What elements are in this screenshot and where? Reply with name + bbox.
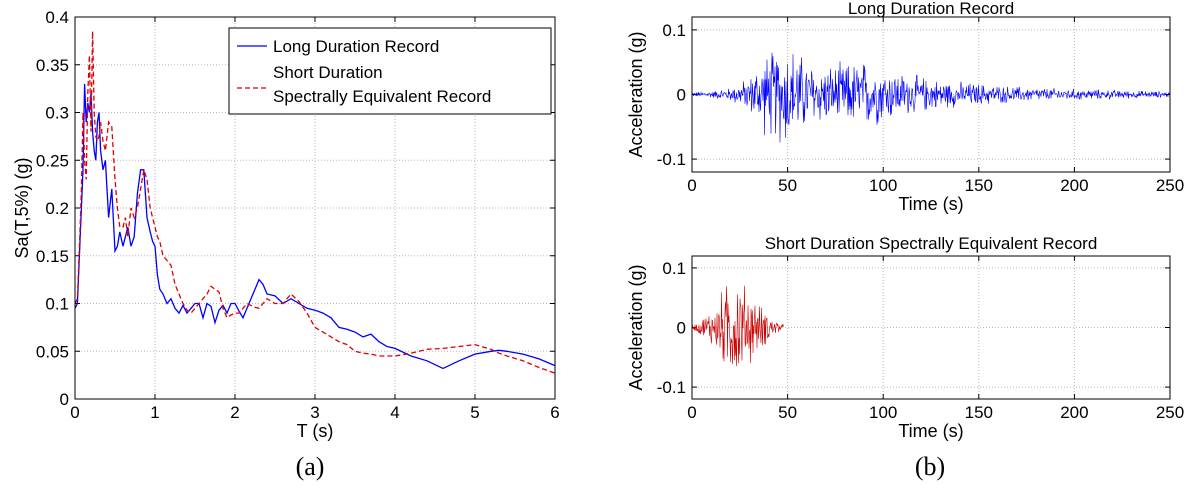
y-tick-label: 0 (677, 319, 686, 338)
axes-frame-b1 (691, 16, 1171, 173)
x-tick-label: 6 (550, 403, 559, 422)
panel-label: (a) (296, 452, 325, 481)
x-tick-label: 3 (310, 403, 319, 422)
chart-title: Short Duration Spectrally Equivalent Rec… (765, 234, 1098, 253)
x-tick-label: 200 (1060, 403, 1088, 422)
y-tick-label: 0.3 (45, 104, 69, 123)
x-tick-label: 100 (869, 176, 897, 195)
y-axis-label: Acceleration (g) (626, 264, 646, 390)
axes-frame-b2 (691, 255, 1171, 400)
plot-area-b2 (692, 256, 1170, 399)
acceleration-trace (691, 285, 784, 367)
acceleration-trace (691, 52, 1170, 143)
x-tick-label: 150 (965, 176, 993, 195)
y-tick-label: 0.1 (662, 259, 686, 278)
x-tick-label: 5 (470, 403, 479, 422)
y-tick-label: 0.05 (36, 342, 69, 361)
x-tick-label: 250 (1156, 403, 1184, 422)
y-tick-label: 0.15 (36, 247, 69, 266)
y-tick-label: 0.25 (36, 151, 69, 170)
x-axis-label: Time (s) (898, 194, 963, 214)
legend-box (228, 27, 552, 115)
chart-title: Long Duration Record (848, 0, 1014, 18)
x-tick-label: 2 (230, 403, 239, 422)
y-tick-label: 0.35 (36, 56, 69, 75)
x-axis-label: T (s) (297, 421, 334, 441)
x-tick-label: 4 (390, 403, 399, 422)
panel-label: (b) (915, 452, 945, 481)
x-axis-label: Time (s) (898, 421, 963, 441)
x-tick-label: 200 (1060, 176, 1088, 195)
x-tick-label: 50 (778, 403, 797, 422)
axes-frame-a (74, 16, 556, 400)
y-tick-label: 0.2 (45, 199, 69, 218)
y-tick-label: 0 (677, 86, 686, 105)
y-axis-label: Acceleration (g) (626, 31, 646, 157)
y-tick-label: 0.1 (662, 21, 686, 40)
y-tick-label: -0.1 (657, 378, 686, 397)
x-tick-label: 0 (70, 403, 79, 422)
x-tick-label: 0 (687, 403, 696, 422)
x-tick-label: 100 (869, 403, 897, 422)
x-tick-label: 0 (687, 176, 696, 195)
x-tick-label: 150 (965, 403, 993, 422)
y-tick-label: -0.1 (657, 150, 686, 169)
x-tick-label: 1 (150, 403, 159, 422)
series-line-2 (74, 31, 556, 374)
series-line-1 (74, 83, 556, 370)
y-axis-label: Sa(T,5%) (g) (12, 157, 32, 258)
y-tick-label: 0.4 (45, 8, 69, 27)
x-tick-label: 50 (778, 176, 797, 195)
y-tick-label: 0 (60, 390, 69, 409)
legend-label-long: Long Duration Record (273, 37, 439, 56)
x-tick-label: 250 (1156, 176, 1184, 195)
y-tick-label: 0.1 (45, 295, 69, 314)
legend-label-short: Short Duration Spectrally Equivalent Reco… (273, 63, 491, 106)
